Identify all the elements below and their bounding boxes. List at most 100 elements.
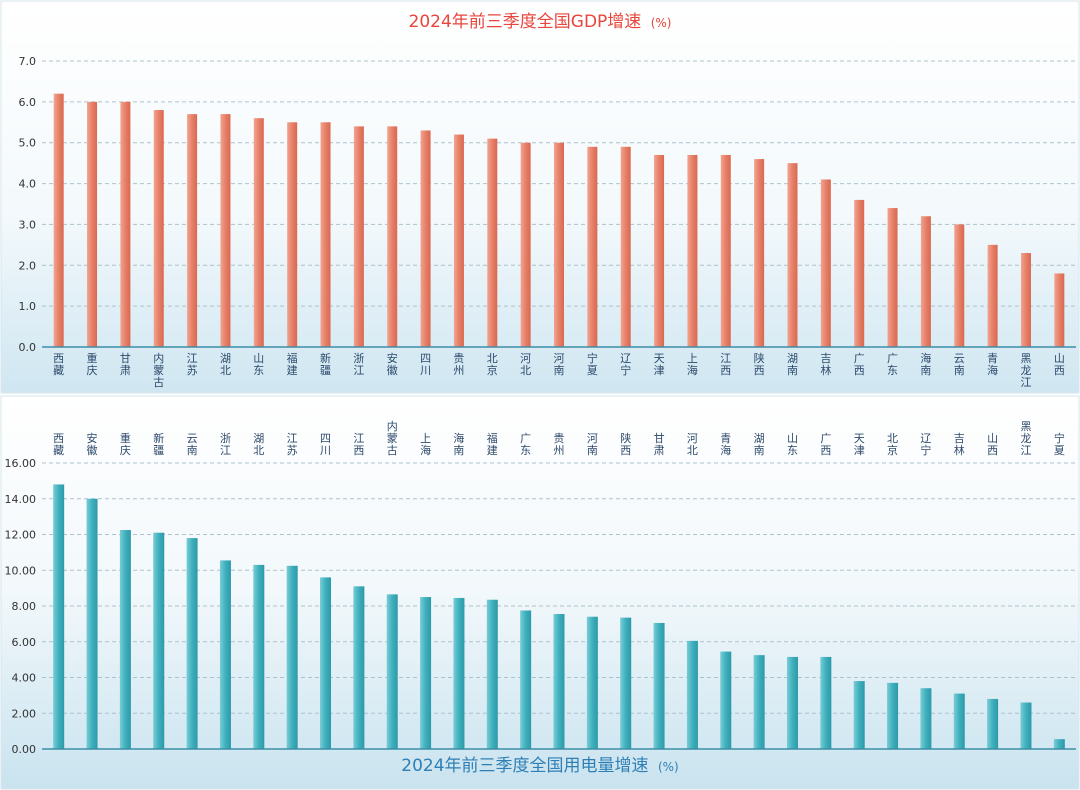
x-category-label: 江西 (353, 432, 364, 457)
gdp-chart-title-text: 2024年前三季度全国GDP增速 (409, 12, 642, 32)
x-category-label: 甘肃 (120, 352, 131, 377)
power-chart-title: 2024年前三季度全国用电量增速 (%) (401, 756, 678, 776)
x-category-label: 山西 (987, 432, 998, 457)
bar (786, 656, 798, 749)
x-category-label: 河南 (587, 432, 598, 457)
y-tick-label: 4.0 (19, 178, 37, 191)
bar (153, 532, 165, 749)
x-category-label: 安徽 (87, 431, 98, 457)
bar (654, 154, 665, 347)
bar (1054, 273, 1065, 347)
x-category-label: 山东 (253, 352, 264, 377)
x-category-label: 河北 (687, 432, 698, 457)
x-category-label: 陕西 (754, 351, 765, 377)
x-category-label: 浙江 (353, 352, 364, 377)
bar (987, 244, 998, 347)
x-category-label: 青海 (987, 352, 998, 377)
x-category-label: 吉林 (820, 352, 831, 377)
x-category-label: 江西 (720, 352, 731, 377)
bar (1053, 739, 1065, 749)
y-tick-label: 2.0 (19, 259, 37, 272)
x-category-label: 天津 (654, 352, 665, 377)
y-tick-label: 4.00 (12, 672, 37, 685)
bar (953, 693, 965, 749)
x-category-label: 湖南 (754, 432, 765, 457)
bar (554, 142, 564, 347)
x-category-label: 西藏 (53, 352, 64, 377)
x-category-label: 重庆 (120, 431, 131, 457)
bar (620, 146, 631, 347)
x-category-label: 重庆 (87, 351, 98, 377)
x-category-label: 贵州 (453, 352, 464, 377)
x-category-label: 北京 (487, 352, 498, 377)
x-category-label: 四川 (320, 432, 331, 457)
bar (686, 640, 698, 749)
bar (53, 93, 64, 347)
x-category-label: 辽宁 (920, 432, 931, 457)
gdp-chart-title-unit: (%) (651, 16, 672, 30)
x-category-label: 黑龙江 (1020, 420, 1031, 457)
bar (820, 656, 832, 749)
bar (53, 484, 65, 749)
bar (720, 651, 732, 749)
y-tick-label: 8.00 (12, 600, 37, 613)
top-panel-background (0, 0, 1080, 394)
bar (386, 594, 398, 749)
bar (720, 154, 731, 347)
gdp-chart-title: 2024年前三季度全国GDP增速 (%) (409, 12, 672, 32)
bottom-panel-background (0, 395, 1080, 790)
x-category-label: 吉林 (954, 432, 965, 457)
bar (453, 597, 465, 749)
x-category-label: 安徽 (387, 351, 398, 377)
bar (87, 101, 98, 347)
bar (920, 216, 931, 347)
bar (353, 586, 365, 749)
x-category-label: 福建 (487, 431, 498, 457)
electricity-bar-chart: 0.00 2.00 4.00 6.00 8.00 10.00 12.00 14.00 16.00… (5, 419, 1076, 756)
x-category-label: 新疆 (320, 351, 331, 377)
x-category-label: 黑龙江 (1020, 352, 1031, 389)
bar (153, 110, 164, 348)
y-tick-label: 2.00 (12, 707, 37, 720)
bar (487, 138, 498, 347)
y-tick-label: 5.0 (19, 137, 37, 150)
x-category-label: 江苏 (187, 352, 198, 377)
x-category-label: 湖南 (787, 352, 798, 377)
y-tick-label: 7.0 (19, 55, 37, 68)
x-category-label: 广西 (854, 352, 865, 377)
bar (753, 655, 765, 749)
bar (486, 599, 498, 749)
y-tick-label: 12.00 (5, 529, 37, 542)
bar (754, 159, 765, 347)
y-tick-label: 6.00 (12, 636, 37, 649)
x-category-label: 上海 (420, 432, 431, 457)
x-category-label: 海南 (453, 431, 464, 457)
bar (220, 114, 231, 347)
x-category-label: 辽宁 (620, 352, 631, 377)
bar (920, 688, 932, 749)
x-category-label: 甘肃 (654, 432, 665, 457)
bar (86, 498, 98, 749)
bar (1020, 702, 1032, 749)
x-category-label: 河南 (554, 352, 565, 377)
y-tick-label: 10.00 (5, 564, 37, 577)
bar (453, 134, 464, 347)
bar (553, 614, 565, 749)
bar (120, 101, 131, 347)
bar (853, 681, 865, 749)
bar (520, 610, 532, 749)
y-tick-label: 1.0 (19, 300, 37, 313)
x-category-label: 湖北 (220, 352, 231, 377)
bar (687, 154, 698, 347)
y-tick-label: 3.0 (19, 218, 37, 231)
bar (1020, 253, 1031, 347)
y-tick-label: 0.0 (19, 341, 37, 354)
x-category-label: 云南 (187, 432, 198, 457)
power-chart-title-text: 2024年前三季度全国用电量增速 (401, 756, 648, 776)
y-tick-label: 0.00 (12, 743, 37, 756)
x-category-label: 浙江 (220, 432, 231, 457)
bar (253, 564, 265, 749)
x-category-label: 福建 (287, 351, 298, 377)
